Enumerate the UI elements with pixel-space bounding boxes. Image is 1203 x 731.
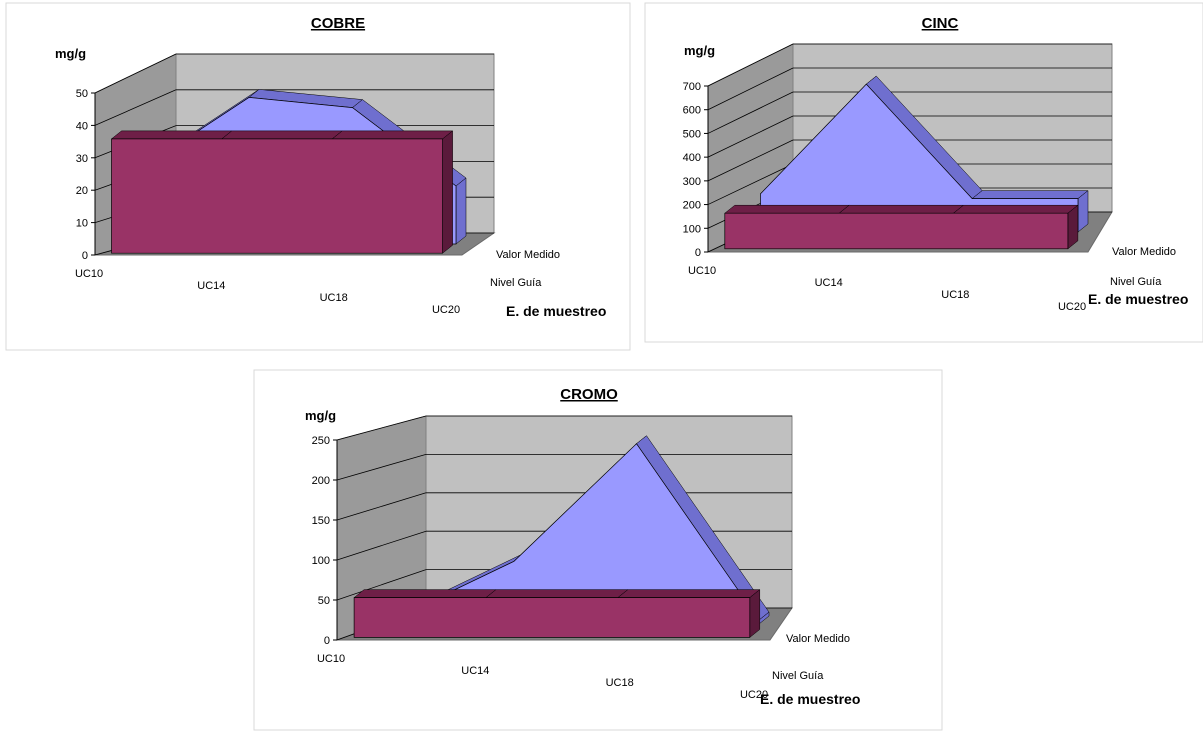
y-tick-label: 200 bbox=[312, 475, 330, 487]
y-axis-label: mg/g bbox=[55, 46, 86, 61]
y-tick-label: 0 bbox=[695, 247, 701, 259]
x-tick-label: UC20 bbox=[1058, 301, 1086, 313]
x-tick-label: UC18 bbox=[606, 677, 634, 689]
chart-title: CINC bbox=[922, 15, 959, 32]
x-tick-label: UC20 bbox=[740, 689, 768, 701]
y-tick-label: 300 bbox=[683, 176, 701, 188]
x-tick-label: UC18 bbox=[941, 289, 969, 301]
area-end-face bbox=[749, 589, 761, 638]
gridline bbox=[336, 415, 427, 441]
area-top-face bbox=[331, 130, 454, 140]
y-tick-label: 400 bbox=[683, 152, 701, 164]
y-tick-label: 250 bbox=[312, 435, 330, 447]
gridline bbox=[336, 569, 427, 601]
area-nivel-guia bbox=[724, 212, 1069, 250]
x-tick-label: UC14 bbox=[197, 280, 225, 292]
chart-title: CROMO bbox=[560, 386, 618, 403]
gridline bbox=[707, 163, 794, 205]
depth-label-valor-medido: Valor Medido bbox=[496, 249, 560, 261]
chart-cromo: 0 50 100 150 200 250 UC10 UC14 UC18 UC20 Valor Med… bbox=[253, 369, 943, 731]
x-tick-label: UC20 bbox=[432, 304, 460, 316]
gridline bbox=[707, 115, 794, 158]
x-tick-label: UC14 bbox=[815, 277, 843, 289]
area-top-face bbox=[110, 130, 233, 140]
area-top-face bbox=[353, 589, 497, 598]
depth-axis-label: E. de muestreo bbox=[506, 303, 606, 319]
area-nivel-guia bbox=[353, 597, 751, 638]
depth-label-nivel-guia: Nivel Guía bbox=[772, 670, 824, 682]
y-tick-label: 20 bbox=[76, 185, 88, 197]
gridline bbox=[707, 67, 794, 111]
area-top-face bbox=[971, 190, 1089, 199]
x-tick-label: UC18 bbox=[320, 292, 348, 304]
depth-axis-label: E. de muestreo bbox=[1088, 291, 1188, 307]
x-tick-label: UC10 bbox=[75, 268, 103, 280]
y-axis-label: mg/g bbox=[305, 408, 336, 423]
area-top-face bbox=[617, 589, 761, 598]
gridline bbox=[707, 91, 794, 134]
x-tick-label: UC10 bbox=[317, 653, 345, 665]
gridline bbox=[336, 492, 427, 521]
chart-title: COBRE bbox=[311, 15, 365, 32]
area-top-face bbox=[952, 204, 1079, 214]
gridline bbox=[707, 43, 794, 87]
gridline bbox=[94, 89, 177, 126]
y-tick-label: 200 bbox=[683, 200, 701, 212]
depth-label-valor-medido: Valor Medido bbox=[786, 633, 850, 645]
chart-cinc: 0 100 200 300 400 500 600 700 UC10 UC14 UC18 UC20 Va… bbox=[644, 2, 1203, 343]
y-tick-label: 0 bbox=[324, 635, 330, 647]
depth-label-nivel-guia: Nivel Guía bbox=[490, 277, 542, 289]
y-tick-label: 0 bbox=[82, 250, 88, 262]
y-tick-label: 500 bbox=[683, 128, 701, 140]
y-axis-label: mg/g bbox=[684, 43, 715, 58]
x-tick-label: UC10 bbox=[688, 265, 716, 277]
y-tick-label: 50 bbox=[76, 88, 88, 100]
y-tick-label: 50 bbox=[318, 595, 330, 607]
area-top-face bbox=[724, 204, 850, 214]
y-tick-label: 100 bbox=[683, 223, 701, 235]
depth-label-nivel-guia: Nivel Guía bbox=[1110, 276, 1162, 288]
gridline bbox=[707, 139, 794, 182]
area-nivel-guia bbox=[111, 138, 443, 254]
y-tick-label: 600 bbox=[683, 105, 701, 117]
y-tick-label: 30 bbox=[76, 153, 88, 165]
gridline bbox=[94, 53, 177, 94]
depth-axis-label: E. de muestreo bbox=[760, 691, 860, 707]
area-top-face bbox=[485, 589, 629, 598]
chart-cobre: 0 10 20 30 40 50 UC10 UC14 UC18 UC20 Valor Medido N… bbox=[5, 2, 631, 351]
y-tick-label: 700 bbox=[683, 81, 701, 93]
y-tick-label: 100 bbox=[312, 555, 330, 567]
x-tick-label: UC14 bbox=[461, 665, 489, 677]
area-top-face bbox=[221, 130, 343, 140]
area-end-face bbox=[455, 177, 467, 245]
area-end-face bbox=[1067, 204, 1079, 250]
y-tick-label: 10 bbox=[76, 218, 88, 230]
area-end-face bbox=[442, 130, 453, 254]
area-top-face bbox=[838, 204, 965, 214]
y-tick-label: 40 bbox=[76, 120, 88, 132]
y-tick-label: 150 bbox=[312, 515, 330, 527]
gridline bbox=[336, 530, 427, 561]
depth-label-valor-medido: Valor Medido bbox=[1112, 246, 1176, 258]
gridline bbox=[336, 454, 427, 481]
